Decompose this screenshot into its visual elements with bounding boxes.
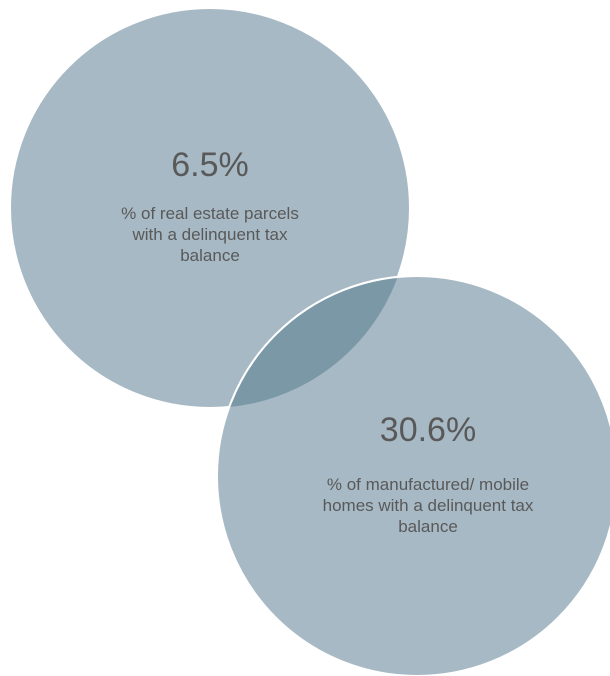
overlap-region	[217, 276, 410, 408]
real-estate-percentage: 6.5%	[171, 146, 249, 184]
real-estate-label: 6.5% % of real estate parcels with a del…	[110, 145, 310, 266]
mobile-homes-percentage: 30.6%	[379, 411, 477, 449]
mobile-homes-label: 30.6% % of manufactured/ mobile homes wi…	[312, 410, 544, 537]
real-estate-description: % of real estate parcels with a delinque…	[121, 204, 299, 265]
mobile-homes-description: % of manufactured/ mobile homes with a d…	[322, 475, 534, 536]
